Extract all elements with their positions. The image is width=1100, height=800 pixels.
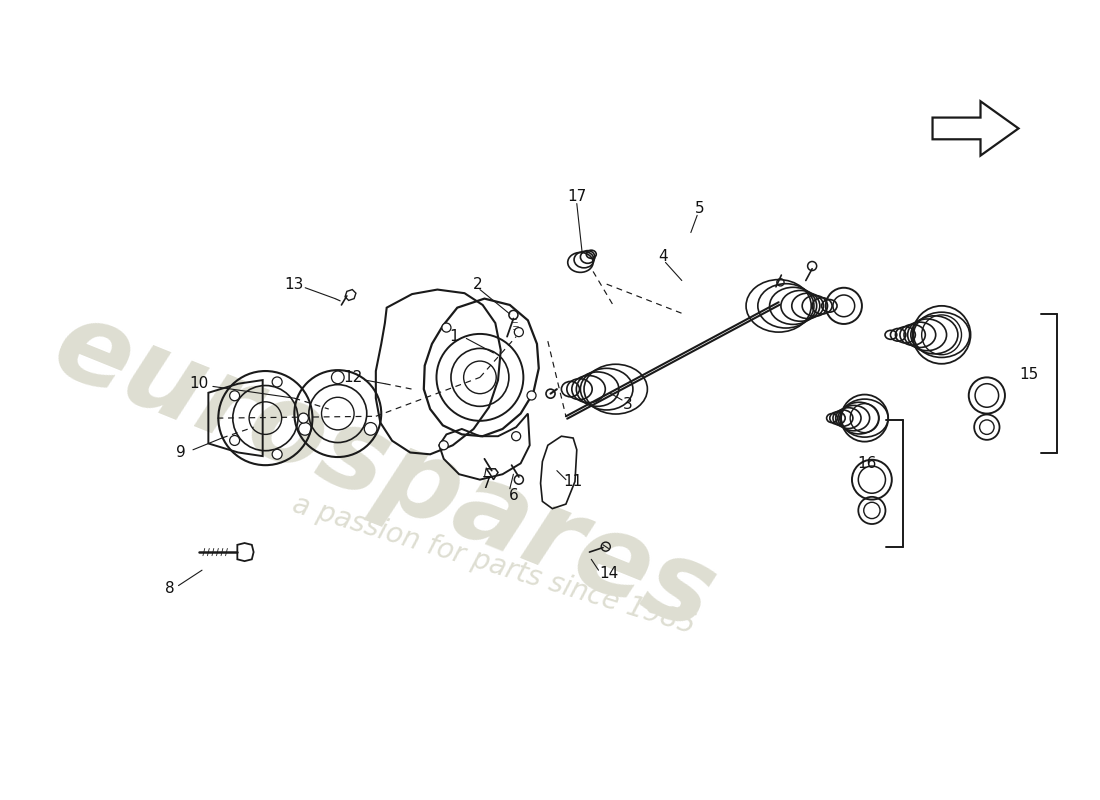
- Text: a passion for parts since 1985: a passion for parts since 1985: [289, 490, 698, 639]
- Text: 12: 12: [343, 370, 363, 385]
- Circle shape: [439, 441, 448, 450]
- Text: 5: 5: [695, 201, 705, 215]
- Circle shape: [331, 371, 344, 384]
- Text: 1: 1: [450, 329, 460, 344]
- Text: 17: 17: [568, 189, 586, 204]
- Text: 13: 13: [285, 277, 304, 292]
- Circle shape: [442, 323, 451, 332]
- Text: 10: 10: [189, 376, 209, 391]
- Text: 3: 3: [623, 397, 632, 412]
- Text: 16: 16: [858, 456, 877, 471]
- Text: 15: 15: [1020, 367, 1040, 382]
- Text: 14: 14: [600, 566, 619, 582]
- Text: 6: 6: [508, 487, 518, 502]
- Circle shape: [299, 422, 311, 435]
- Text: 9: 9: [176, 445, 186, 460]
- Circle shape: [515, 327, 524, 337]
- Circle shape: [298, 413, 308, 423]
- Text: 2: 2: [472, 277, 482, 292]
- Text: 7: 7: [482, 476, 491, 490]
- Circle shape: [512, 432, 520, 441]
- Circle shape: [272, 450, 282, 459]
- Text: eurospares: eurospares: [40, 291, 730, 654]
- Circle shape: [230, 390, 240, 401]
- Circle shape: [272, 377, 282, 387]
- Text: 11: 11: [563, 474, 583, 489]
- Text: 4: 4: [658, 250, 668, 265]
- Circle shape: [230, 435, 240, 446]
- Circle shape: [364, 422, 377, 435]
- Text: 8: 8: [165, 581, 174, 596]
- Circle shape: [527, 391, 536, 400]
